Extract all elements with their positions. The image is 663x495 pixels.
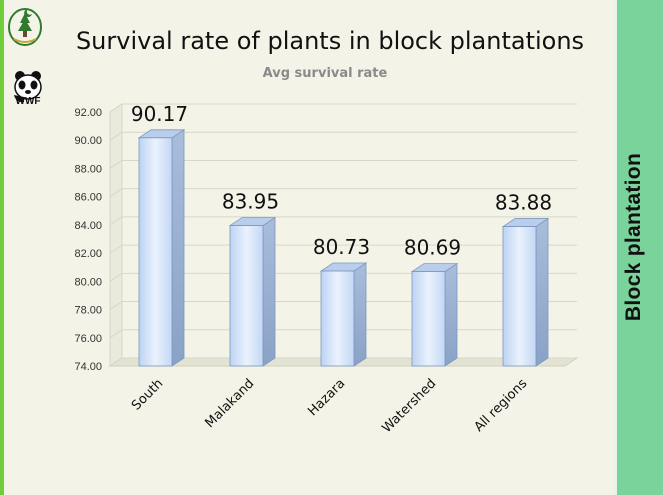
data-label: 83.95	[222, 190, 279, 214]
chart-title: Avg survival rate	[262, 66, 388, 81]
gridline	[109, 131, 577, 141]
bar	[228, 216, 277, 367]
x-category-label: Watershed	[379, 376, 439, 436]
data-label: 83.88	[495, 191, 552, 215]
bar-front	[411, 271, 446, 367]
y-tick-label: 92.00	[74, 107, 102, 119]
y-tick-label: 74.00	[74, 361, 102, 373]
left-accent-strip	[0, 0, 4, 495]
government-emblem-icon	[8, 8, 42, 46]
y-tick-label: 90.00	[74, 135, 102, 147]
bar-front	[320, 270, 355, 367]
data-label: 80.73	[313, 235, 370, 259]
wwf-logo-text: WWF	[15, 96, 41, 107]
gridline	[109, 188, 577, 198]
x-category-label: All regions	[472, 376, 531, 435]
data-label: 90.17	[131, 102, 188, 126]
y-tick-label: 76.00	[74, 333, 102, 345]
y-tick-label: 84.00	[74, 220, 102, 232]
bar	[410, 262, 459, 367]
wwf-panda-logo-icon	[14, 71, 42, 103]
side-panel-label: Block plantation	[622, 152, 645, 322]
y-tick-label: 82.00	[74, 248, 102, 260]
y-tick-label: 86.00	[74, 192, 102, 204]
gridline	[109, 244, 577, 254]
bar-front	[138, 137, 173, 367]
bar	[501, 217, 550, 367]
y-tick-label: 80.00	[74, 276, 102, 288]
bar-side	[262, 216, 276, 367]
data-label: 80.69	[404, 236, 461, 260]
y-tick-label: 88.00	[74, 163, 102, 175]
bar-side	[171, 129, 185, 367]
bar-front	[229, 225, 264, 367]
bar-side	[353, 262, 367, 367]
x-category-label: Hazara	[305, 376, 348, 419]
slide-title: Survival rate of plants in block plantat…	[75, 27, 585, 55]
gridline	[109, 216, 577, 226]
bar-front	[502, 226, 537, 367]
x-category-label: Malakand	[203, 376, 258, 431]
y-tick-label: 78.00	[74, 305, 102, 317]
bar	[319, 262, 368, 367]
bar-side	[535, 217, 549, 367]
side-panel: Block plantation	[614, 0, 663, 495]
bar-side	[444, 262, 458, 367]
gridline	[109, 159, 577, 169]
chart-side-wall	[109, 103, 123, 367]
bar	[137, 129, 186, 367]
gridline	[109, 103, 577, 113]
x-category-label: South	[129, 376, 166, 413]
